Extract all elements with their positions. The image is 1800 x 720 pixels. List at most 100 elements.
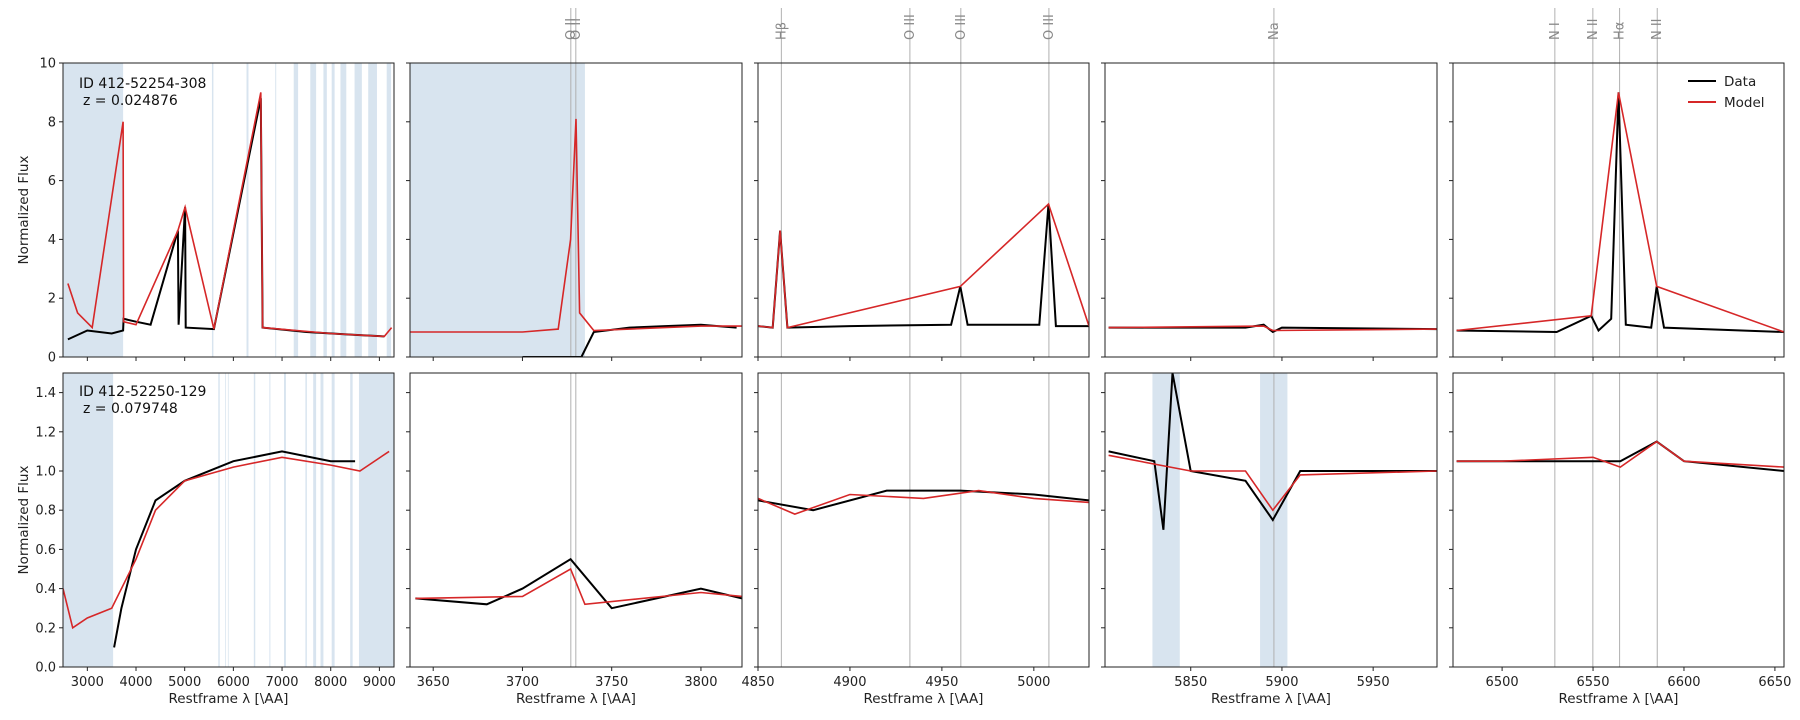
masked-region-r0-c0-9 [354, 63, 362, 357]
xtick-label-c0-0: 3000 [71, 675, 104, 690]
xtick-label-c4-0: 6500 [1486, 675, 1519, 690]
series-data-r0-c2 [758, 204, 1089, 329]
xtick-label-c0-2: 5000 [168, 675, 201, 690]
ylabel-row-0: Normalized Flux [16, 156, 32, 265]
emission-line-label-10: N II [1650, 18, 1665, 40]
masked-regions [63, 63, 1288, 667]
emission-line-label-3: O III [903, 14, 918, 40]
series-model-r1-c1 [415, 567, 742, 606]
panel-frame-r1-c1 [409, 372, 743, 668]
xtick-label-c4-3: 6650 [1758, 675, 1791, 690]
xtick-label-c1-2: 3750 [595, 675, 628, 690]
row-0-redshift-text: z = 0.024876 [83, 93, 178, 109]
series-model-r0-c3 [1108, 325, 1437, 332]
ytick-label-r1-3: 0.6 [35, 543, 56, 558]
masked-region-r0-c0-8 [340, 63, 347, 357]
emission-line-label-5: O III [1042, 14, 1057, 40]
series-model-r1-c3 [1108, 454, 1437, 512]
xlabel-col-1: Restframe λ [\AA] [516, 691, 636, 707]
xtick-label-c2-1: 4900 [833, 675, 866, 690]
masked-region-r0-c0-4 [293, 63, 299, 357]
row-0-id-text: ID 412-52254-308 [79, 76, 206, 92]
ytick-label-r1-4: 0.8 [35, 504, 56, 519]
ytick-label-r1-5: 1.0 [35, 465, 56, 480]
masked-region-r0-c0-0 [63, 63, 124, 357]
xtick-label-c1-3: 3800 [684, 675, 717, 690]
xlabel-col-4: Restframe λ [\AA] [1559, 691, 1679, 707]
xtick-label-c0-1: 4000 [119, 675, 152, 690]
xtick-label-c0-4: 7000 [265, 675, 298, 690]
masked-region-r0-c1-0 [410, 63, 585, 357]
emission-line-label-9: Hα [1613, 22, 1628, 40]
axis-texts: 0 2 4 6 8 10 Normalized Flux 3000 4000 5000 6000 70… [16, 57, 1791, 708]
xlabel-col-2: Restframe λ [\AA] [864, 691, 984, 707]
ytick-label-r0-3: 6 [48, 174, 56, 189]
series-data-r0-c4 [1456, 92, 1784, 334]
ytick-label-r1-7: 1.4 [35, 386, 56, 401]
emission-line-label-2: Hβ [774, 22, 789, 40]
series-data-r1-c0 [113, 450, 356, 648]
masked-region-r1-c0-9 [350, 373, 353, 667]
panel-frames [62, 62, 1785, 668]
series-model-r1-c2 [758, 489, 1089, 515]
series-model-r1-c0 [63, 450, 390, 630]
xtick-label-c2-0: 4850 [741, 675, 774, 690]
emission-line-markers: O IIO II Hβ O III O III O III Na N I N II Hα N II [564, 8, 1665, 667]
panel-frame-r0-c1 [409, 62, 743, 358]
ytick-label-r1-6: 1.2 [35, 425, 56, 440]
xtick-label-c1-1: 3700 [506, 675, 539, 690]
row-1-redshift-text: z = 0.079748 [83, 401, 178, 417]
masked-region-r1-c0-7 [320, 373, 324, 667]
panel-frame-r1-c4 [1452, 372, 1785, 668]
masked-region-r0-c0-3 [275, 63, 277, 357]
masked-region-r0-c0-2 [246, 63, 249, 357]
ytick-label-r1-0: 0.0 [35, 661, 56, 676]
emission-line-label-0: O II [564, 18, 579, 40]
xlabel-col-0: Restframe λ [\AA] [169, 691, 289, 707]
xtick-label-c2-2: 4950 [925, 675, 958, 690]
xtick-label-c0-3: 6000 [217, 675, 250, 690]
masked-region-r0-c0-10 [368, 63, 377, 357]
legend-model-label: Model [1724, 95, 1765, 111]
masked-region-r1-c0-2 [253, 373, 256, 667]
masked-region-r1-c0-11 [225, 373, 226, 667]
ylabel-row-1: Normalized Flux [16, 466, 32, 575]
legend-data-label: Data [1724, 74, 1756, 90]
panel-frame-r0-c4 [1452, 62, 1785, 358]
spectrum-id-labels: ID 412-52254-308 z = 0.024876 ID 412-522… [79, 76, 206, 417]
series-model-r1-c4 [1456, 440, 1784, 468]
series-model-r0-c4 [1456, 92, 1784, 333]
panel-frame-r0-c3 [1104, 62, 1438, 358]
spectra-curves [63, 92, 1784, 648]
ytick-label-r0-4: 8 [48, 115, 56, 130]
ytick-label-r0-5: 10 [39, 57, 56, 72]
row-1-id-text: ID 412-52250-129 [79, 384, 206, 400]
xtick-label-c3-1: 5900 [1265, 675, 1298, 690]
series-data-r1-c2 [758, 489, 1089, 512]
panel-frame-r1-c3 [1104, 372, 1438, 668]
axis-ticks [59, 62, 1776, 671]
panel-frame-r0-c2 [757, 62, 1090, 358]
masked-region-r1-c0-12 [227, 373, 229, 667]
masked-region-r1-c0-8 [331, 373, 335, 667]
masked-region-r0-c0-5 [310, 63, 317, 357]
masked-region-r1-c0-6 [313, 373, 317, 667]
masked-region-r1-c3-11 [1152, 373, 1180, 667]
ytick-label-r0-1: 2 [48, 292, 56, 307]
emission-line-label-7: N I [1548, 22, 1563, 40]
masked-region-r1-c0-1 [218, 373, 220, 667]
xlabel-col-3: Restframe λ [\AA] [1211, 691, 1331, 707]
emission-line-label-4: O III [954, 14, 969, 40]
series-model-r0-c0 [67, 92, 393, 338]
masked-region-r0-c0-7 [331, 63, 335, 357]
series-data-r0-c1 [522, 323, 737, 357]
masked-region-r0-c0-1 [211, 63, 214, 357]
masked-region-r1-c0-5 [305, 373, 307, 667]
emission-line-label-1: O II [569, 18, 584, 40]
masked-region-r1-c0-4 [283, 373, 286, 667]
series-data-r1-c1 [415, 557, 742, 610]
xtick-label-c3-0: 5850 [1174, 675, 1207, 690]
masked-region-r1-c0-0 [63, 373, 114, 667]
ytick-label-r0-2: 4 [48, 233, 56, 248]
